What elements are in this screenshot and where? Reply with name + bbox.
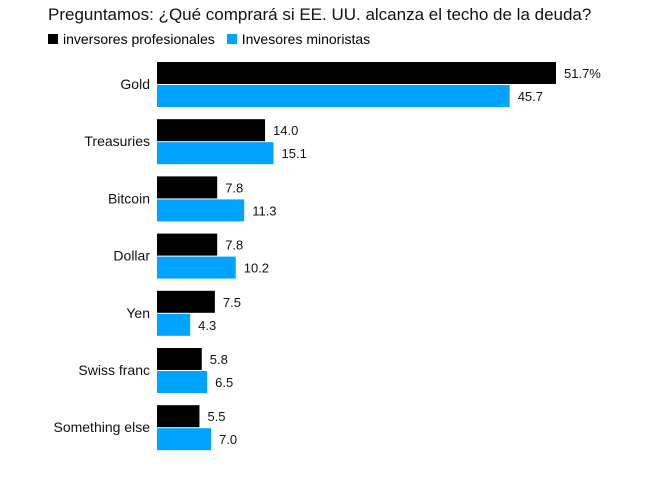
category-label: Swiss franc bbox=[78, 362, 150, 378]
data-label: 7.0 bbox=[219, 432, 237, 447]
legend-label-retail: Invesores minoristas bbox=[241, 31, 371, 47]
legend-item-professional: inversores profesionales bbox=[48, 31, 215, 47]
legend-swatch-professional bbox=[48, 34, 58, 44]
data-label: 5.5 bbox=[207, 409, 225, 424]
category-label: Something else bbox=[53, 419, 150, 435]
bar-professional bbox=[157, 290, 215, 313]
bar-professional bbox=[157, 62, 556, 84]
data-label: 51.7% bbox=[564, 66, 601, 81]
data-label: 45.7 bbox=[518, 89, 543, 104]
bar-professional bbox=[157, 348, 202, 370]
legend-swatch-retail bbox=[226, 34, 237, 44]
bar-retail bbox=[157, 256, 236, 279]
bar-professional bbox=[157, 233, 218, 256]
bar-retail bbox=[157, 199, 245, 222]
data-label: 14.0 bbox=[273, 123, 298, 138]
legend-label-professional: inversores profesionales bbox=[63, 31, 215, 47]
bar-professional bbox=[157, 405, 200, 428]
bar-retail bbox=[157, 313, 191, 336]
category-label: Bitcoin bbox=[108, 190, 150, 206]
data-label: 5.8 bbox=[210, 352, 228, 367]
chart-title: Preguntamos: ¿Qué comprará si EE. UU. al… bbox=[48, 5, 592, 24]
data-label: 7.8 bbox=[225, 180, 243, 195]
data-label: 7.5 bbox=[223, 295, 241, 310]
legend-item-retail: Invesores minoristas bbox=[226, 31, 371, 47]
category-label: Yen bbox=[126, 305, 150, 321]
data-label: 7.8 bbox=[225, 238, 243, 253]
category-label: Treasuries bbox=[84, 133, 150, 149]
category-label: Gold bbox=[120, 76, 150, 92]
legend: inversores profesionales Invesores minor… bbox=[48, 31, 382, 47]
data-label: 10.2 bbox=[244, 261, 269, 276]
bar-professional bbox=[157, 119, 266, 142]
data-label: 4.3 bbox=[198, 318, 216, 333]
data-label: 11.3 bbox=[252, 203, 276, 218]
bar-retail bbox=[157, 428, 212, 451]
bar-professional bbox=[157, 176, 218, 199]
category-label: Dollar bbox=[113, 248, 150, 264]
bar-retail bbox=[157, 85, 510, 107]
bar-retail bbox=[157, 142, 274, 165]
bar-retail bbox=[157, 371, 208, 393]
data-label: 6.5 bbox=[215, 375, 233, 390]
data-label: 15.1 bbox=[282, 146, 307, 161]
